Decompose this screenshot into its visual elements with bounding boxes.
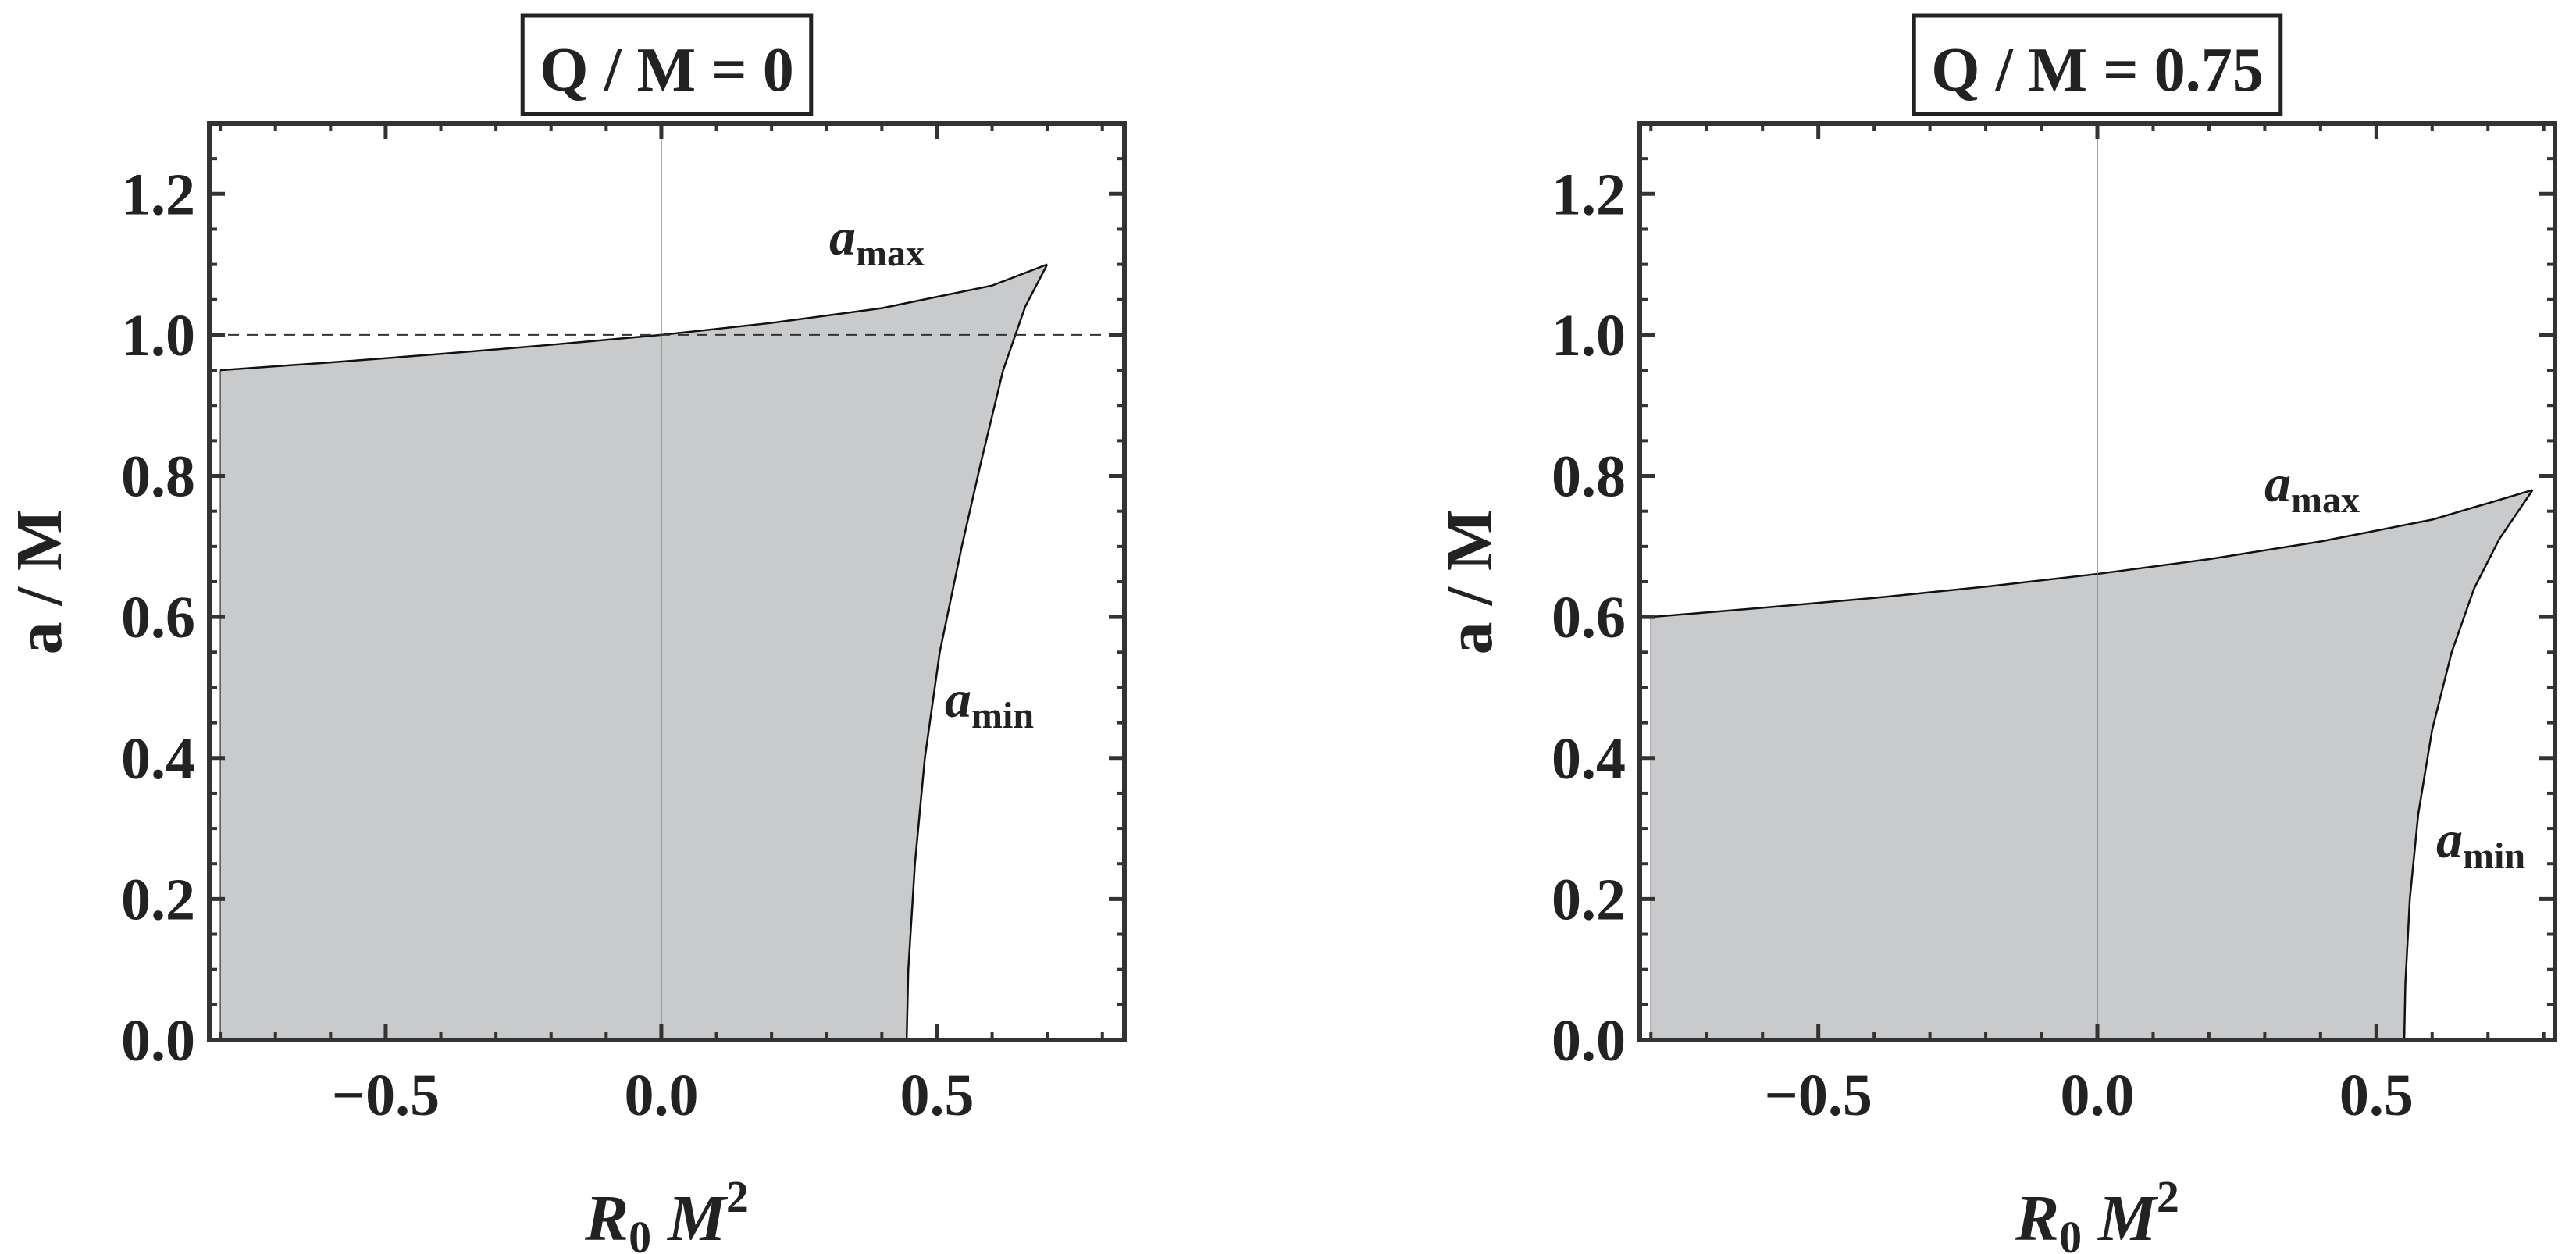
y-axis-label: a / M bbox=[1434, 509, 1506, 655]
y-tick-label: 0.2 bbox=[1552, 867, 1626, 932]
title-box bbox=[520, 13, 814, 116]
y-tick-label: 0.6 bbox=[121, 585, 195, 650]
annotation-amax: amax bbox=[2264, 454, 2360, 521]
x-tick-label: −0.5 bbox=[1765, 1063, 1872, 1128]
series-line-amin bbox=[2403, 489, 2534, 1041]
chart-title: Q / M = 0.75 bbox=[1931, 36, 2264, 105]
x-tick-label: 0.0 bbox=[624, 1063, 698, 1128]
y-tick-label: 0.0 bbox=[1552, 1008, 1626, 1074]
y-tick-label: 0.0 bbox=[121, 1008, 195, 1074]
y-axis-label: a / M bbox=[3, 509, 76, 655]
series-line-amin bbox=[905, 264, 1049, 1041]
annotation-amax: amax bbox=[829, 207, 925, 274]
chart-title: Q / M = 0 bbox=[540, 36, 794, 105]
x-axis-label: R0 M2 bbox=[584, 1171, 749, 1254]
y-tick-label: 1.2 bbox=[121, 162, 195, 227]
y-tick-label: 1.2 bbox=[1552, 162, 1626, 227]
y-tick-label: 0.8 bbox=[1552, 444, 1626, 510]
annotation-amin: amin bbox=[2436, 810, 2525, 877]
annotation-amin: amin bbox=[945, 669, 1034, 736]
shaded-region bbox=[220, 264, 1048, 1041]
x-tick-label: 0.0 bbox=[2061, 1063, 2135, 1128]
chart-panel-2: −0.5 0.0 0.5 0.0 0.2 0.4 0.6 0.8 1.0 1.2 Q / M = 0… bbox=[1434, 13, 2557, 1254]
y-tick-label: 0.6 bbox=[1552, 585, 1626, 650]
x-tick-label: 0.5 bbox=[900, 1063, 974, 1128]
y-tick-label: 0.4 bbox=[1552, 726, 1626, 792]
y-tick-label: 0.4 bbox=[121, 726, 195, 792]
x-tick-label: 0.5 bbox=[2339, 1063, 2414, 1128]
title-box bbox=[1912, 13, 2283, 116]
chart-panel-1: −0.5 0.0 0.5 0.0 0.2 0.4 0.6 0.8 1.0 1.2 Q / M = 0… bbox=[3, 13, 1127, 1254]
y-tick-label: 0.2 bbox=[121, 867, 195, 932]
x-axis-label: R0 M2 bbox=[2015, 1171, 2179, 1254]
shaded-region bbox=[1651, 490, 2533, 1040]
y-tick-label: 0.8 bbox=[121, 444, 195, 510]
y-tick-label: 1.0 bbox=[121, 303, 195, 369]
y-tick-label: 1.0 bbox=[1552, 303, 1626, 369]
x-tick-label: −0.5 bbox=[332, 1063, 440, 1128]
